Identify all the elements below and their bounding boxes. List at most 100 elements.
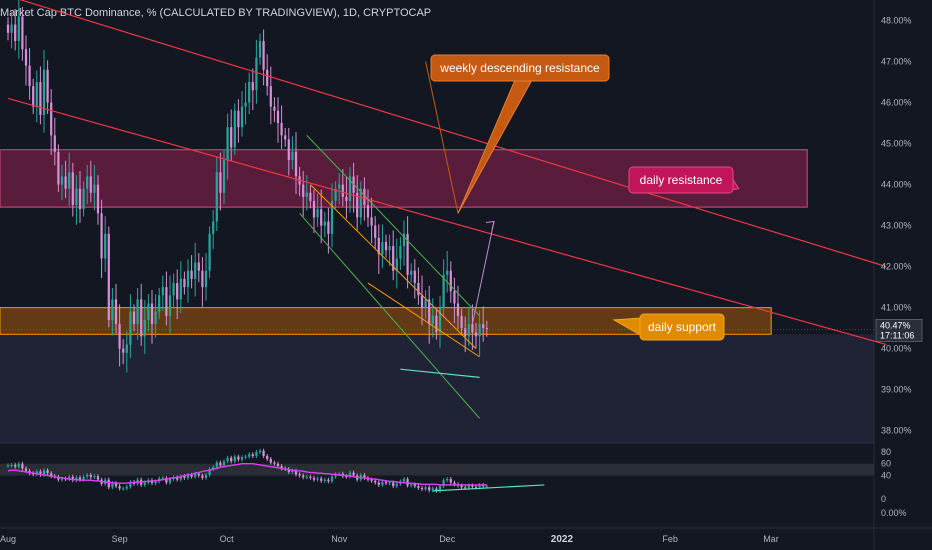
trendline-green-channel-upper[interactable] <box>306 135 480 317</box>
chart-title: Market Cap BTC Dominance, % (CALCULATED … <box>0 7 432 19</box>
candle-down <box>273 106 276 111</box>
candle-down <box>320 209 323 226</box>
candle-down <box>374 225 377 238</box>
candle-down <box>64 176 67 189</box>
rsi-bar <box>154 481 157 484</box>
time-tick-oct: Oct <box>220 534 235 544</box>
trendline-teal-support[interactable] <box>400 368 480 378</box>
trendline-orange-wedge-upper[interactable] <box>310 184 477 350</box>
candle-down <box>287 139 290 160</box>
callout-daily-resistance[interactable]: daily resistance <box>628 166 740 194</box>
rsi-bar <box>21 463 24 469</box>
price-tick-label: 43.00% <box>881 221 912 231</box>
candle-down <box>28 65 31 87</box>
candle-down <box>453 291 456 304</box>
rsi-bar <box>485 486 488 488</box>
rsi-bar <box>417 486 420 488</box>
rsi-bar <box>125 486 128 489</box>
candle-up <box>248 82 251 103</box>
price-tick-label: 38.00% <box>881 426 912 436</box>
rsi-bar <box>255 451 258 457</box>
rsi-bar <box>449 479 452 483</box>
rsi-bar <box>237 456 240 460</box>
candle-down <box>237 110 240 128</box>
candle-down <box>78 188 82 210</box>
rsi-bar <box>298 474 301 476</box>
rsi-bar <box>370 479 373 481</box>
rsi-bar <box>150 480 154 484</box>
candle-up <box>442 274 445 308</box>
callout-weekly-resistance[interactable]: weekly descending resistance <box>430 54 610 214</box>
rsi-bar <box>374 480 377 483</box>
rsi-bar <box>320 478 323 481</box>
rsi-bar <box>143 482 146 485</box>
candle-up <box>10 24 13 33</box>
price-tick-label: 42.00% <box>881 262 912 272</box>
candle-up <box>104 233 107 259</box>
trendline-weekly-descending-resistance[interactable] <box>8 0 887 268</box>
candle-up <box>75 188 78 206</box>
candle-up <box>399 246 402 259</box>
rsi-bar <box>258 450 262 452</box>
rsi-bar <box>392 482 395 487</box>
rsi-bar <box>431 488 434 491</box>
candle-down <box>14 24 17 42</box>
candle-down <box>392 246 395 271</box>
last-price-value: 40.47% <box>880 320 911 330</box>
candle-down <box>219 172 222 193</box>
candle-down <box>266 69 269 87</box>
candle-up <box>316 209 319 218</box>
rsi-bar <box>316 478 319 480</box>
rsi-bar <box>348 472 352 477</box>
rsi-bar <box>233 456 236 462</box>
candle-up <box>446 270 449 275</box>
rsi-bar <box>244 456 247 458</box>
rsi-bar <box>377 482 380 485</box>
rsi-trendline[interactable] <box>432 484 545 492</box>
trendline-orange-wedge-lower[interactable] <box>367 282 480 358</box>
candle-down <box>71 172 74 206</box>
candle-up <box>86 176 89 189</box>
rsi-bar <box>57 476 60 480</box>
candle-up <box>222 159 226 193</box>
candle-up <box>244 102 247 107</box>
price-tick-label: 41.00% <box>881 303 912 313</box>
trendline-red-descending-line[interactable] <box>7 97 887 346</box>
candle-up <box>467 324 470 337</box>
rsi-bar <box>35 471 38 475</box>
candle-up <box>338 184 341 189</box>
rsi-bar <box>413 484 416 487</box>
candle-down <box>428 299 431 325</box>
callout-daily-support-text: daily support <box>648 320 717 334</box>
candle-up <box>258 41 262 58</box>
rsi-bar <box>345 476 348 478</box>
candle-up <box>359 188 362 218</box>
candle-down <box>50 102 53 136</box>
rsi-bar <box>208 469 211 475</box>
rsi-tick-label: 60 <box>881 459 891 469</box>
rsi-bar <box>388 482 391 484</box>
rsi-bar <box>302 475 305 478</box>
candle-down <box>107 233 110 320</box>
rsi-bar <box>122 488 125 490</box>
rsi-bar <box>222 461 226 466</box>
candle-up <box>233 110 236 148</box>
rsi-bar <box>118 486 121 489</box>
candle-down <box>201 270 204 288</box>
candle-down <box>96 184 100 214</box>
rsi-bar <box>406 479 409 486</box>
trendline-weekly-descending-resistance-pointer[interactable] <box>425 61 459 214</box>
candle-down <box>356 192 359 218</box>
candle-down <box>460 315 463 329</box>
candle-down <box>280 123 283 136</box>
trendline-green-channel-lower[interactable] <box>299 212 480 419</box>
candle-up <box>255 57 258 91</box>
trendline-projection-arrow[interactable] <box>471 221 495 325</box>
last-price-tag <box>875 319 923 342</box>
rsi-tick-label: 40 <box>881 471 891 481</box>
candle-down <box>377 237 380 255</box>
rsi-bar <box>17 463 20 467</box>
candle-up <box>111 299 114 320</box>
callout-daily-support[interactable]: daily support <box>612 313 725 341</box>
